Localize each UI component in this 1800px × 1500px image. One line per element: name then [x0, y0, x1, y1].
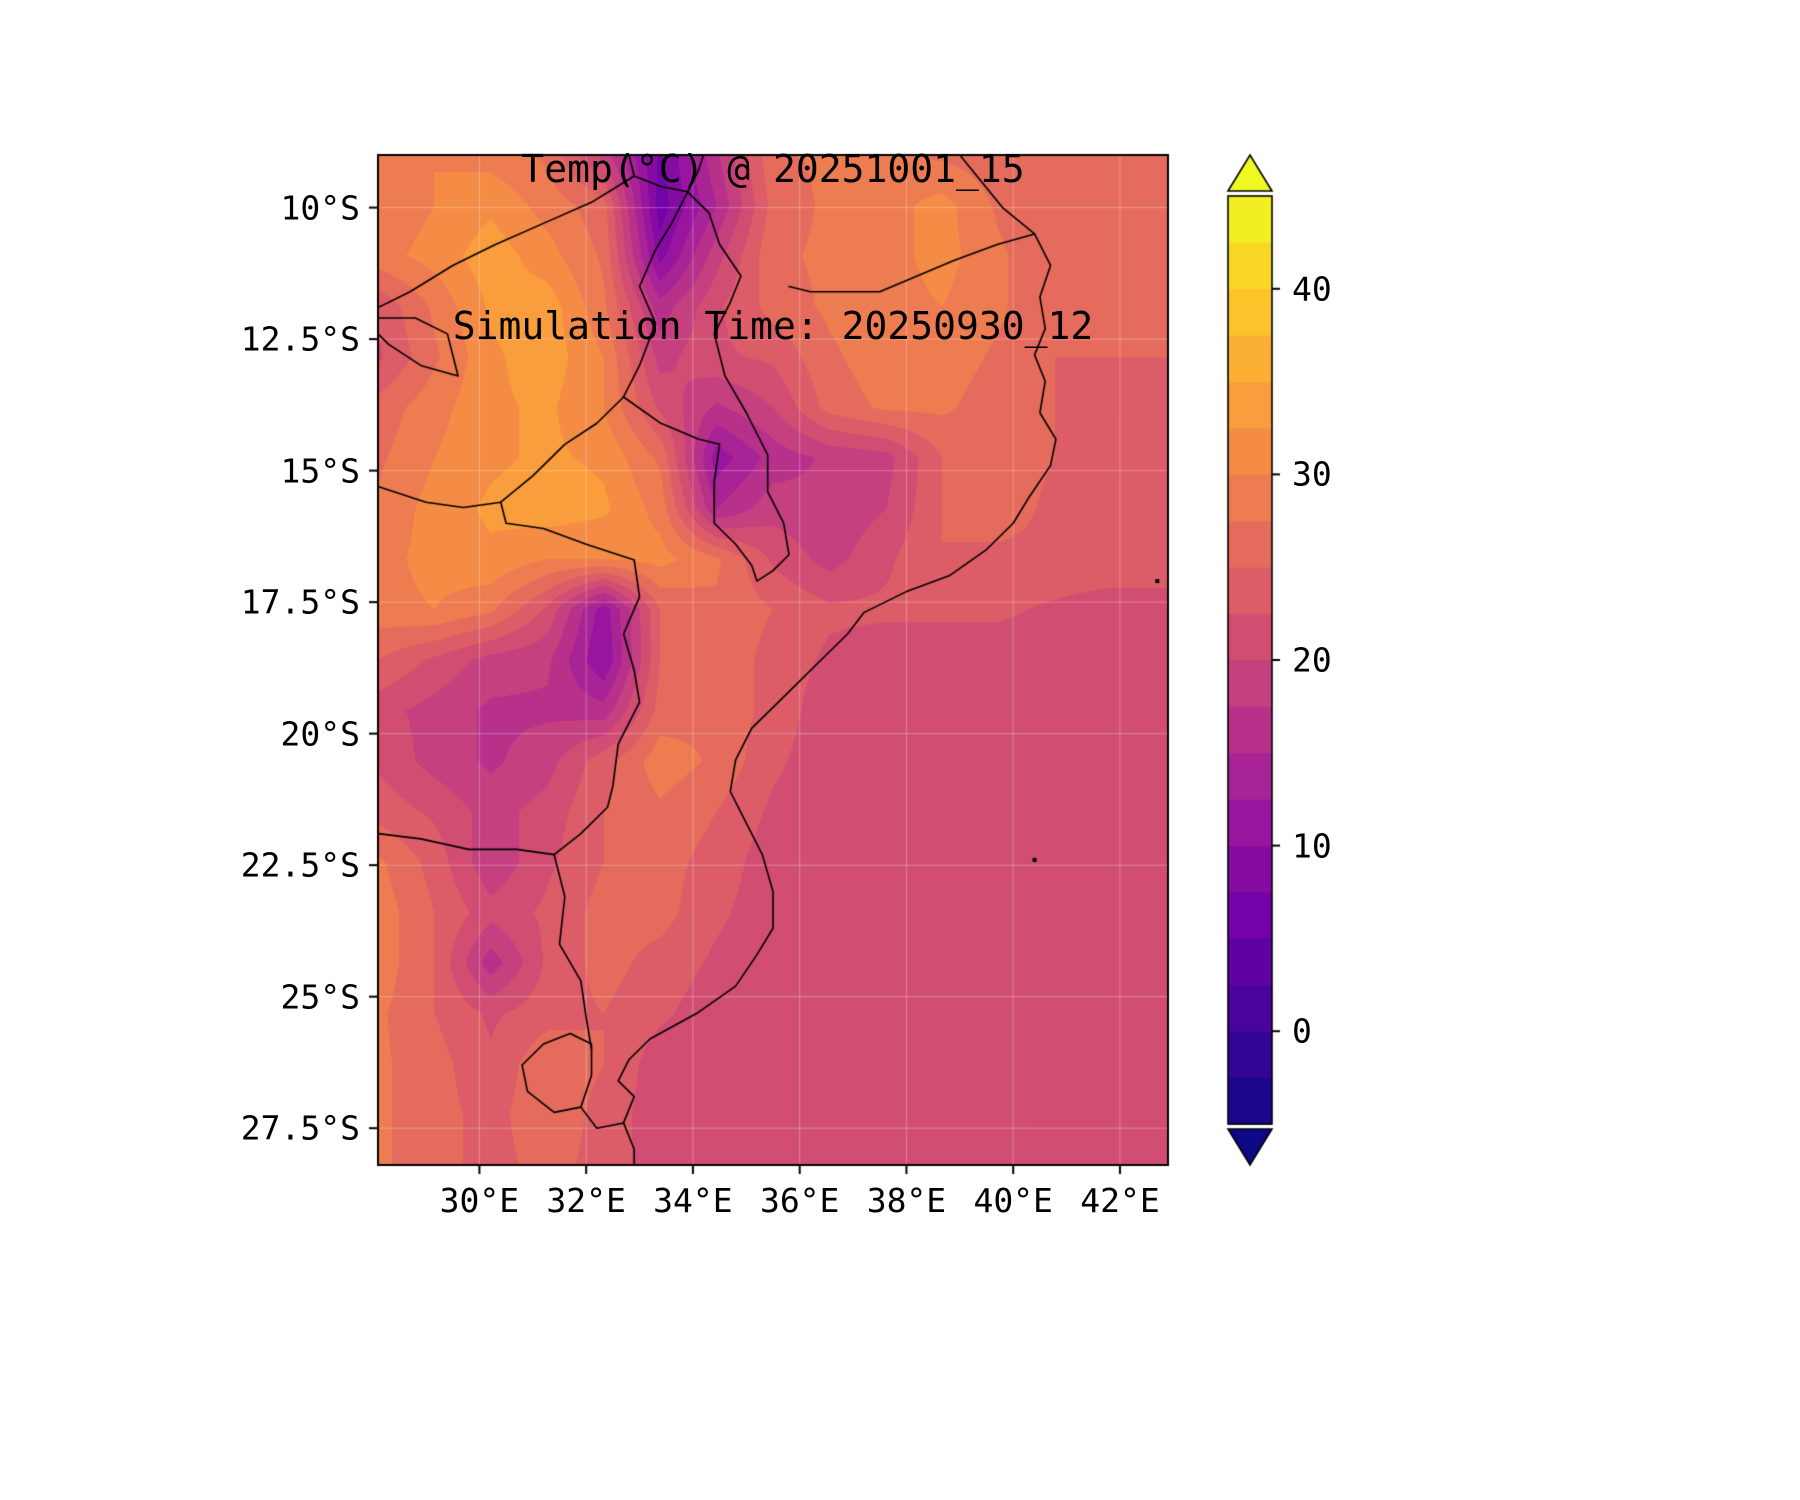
chart-title: Temp(°C) @ 20251001_15	[521, 146, 1025, 191]
y-tick-label: 12.5°S	[240, 319, 360, 359]
y-tick-label: 10°S	[280, 188, 360, 228]
x-tick-label: 30°E	[439, 1181, 520, 1220]
x-tick-label: 38°E	[866, 1181, 947, 1220]
colorbar-tick-label: 30	[1292, 454, 1332, 494]
y-tick-label: 15°S	[280, 451, 360, 491]
chart-title-block: Temp(°C) @ 20251001_15 Simulation Time: …	[378, 38, 1168, 458]
y-tick-label: 17.5°S	[240, 582, 360, 622]
chart-subtitle: Simulation Time: 20250930_12	[452, 304, 1094, 349]
y-tick-label: 20°S	[280, 714, 360, 754]
y-tick-label: 22.5°S	[240, 845, 360, 885]
colorbar-tick-label: 40	[1292, 269, 1332, 309]
x-tick-label: 32°E	[546, 1181, 626, 1220]
colorbar-tick-label: 0	[1292, 1011, 1312, 1051]
x-tick-label: 34°E	[653, 1181, 733, 1220]
x-tick-label: 36°E	[759, 1181, 840, 1220]
colorbar-tick-label: 20	[1292, 640, 1332, 680]
y-tick-label: 25°S	[280, 977, 360, 1017]
colorbar-tick-label: 10	[1292, 826, 1332, 866]
x-tick-label: 42°E	[1080, 1181, 1160, 1220]
x-tick-label: 40°E	[973, 1181, 1053, 1220]
y-tick-label: 27.5°S	[240, 1108, 360, 1148]
